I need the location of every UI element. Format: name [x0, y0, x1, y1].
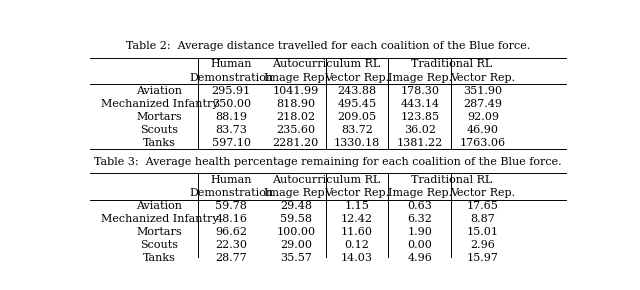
Text: Scouts: Scouts [140, 125, 179, 135]
Text: 295.91: 295.91 [212, 86, 251, 96]
Text: 495.45: 495.45 [337, 99, 376, 109]
Text: 17.65: 17.65 [467, 201, 499, 211]
Text: 243.88: 243.88 [337, 86, 376, 96]
Text: Mortars: Mortars [136, 227, 182, 237]
Text: Aviation: Aviation [136, 86, 182, 96]
Text: Vector Rep.: Vector Rep. [450, 73, 515, 83]
Text: 235.60: 235.60 [276, 125, 316, 135]
Text: Image Rep.: Image Rep. [388, 73, 452, 83]
Text: Human: Human [211, 175, 252, 185]
Text: 48.16: 48.16 [215, 214, 247, 224]
Text: Image Rep.: Image Rep. [264, 73, 328, 83]
Text: 123.85: 123.85 [400, 112, 439, 122]
Text: 46.90: 46.90 [467, 125, 499, 135]
Text: Traditional RL: Traditional RL [411, 175, 492, 185]
Text: 2.96: 2.96 [470, 240, 495, 250]
Text: 351.90: 351.90 [463, 86, 502, 96]
Text: 59.58: 59.58 [280, 214, 312, 224]
Text: 15.01: 15.01 [467, 227, 499, 237]
Text: 59.78: 59.78 [215, 201, 247, 211]
Text: Mechanized Infantry: Mechanized Infantry [100, 214, 218, 224]
Text: 350.00: 350.00 [212, 99, 251, 109]
Text: Mechanized Infantry: Mechanized Infantry [100, 99, 218, 109]
Text: 287.49: 287.49 [463, 99, 502, 109]
Text: Tanks: Tanks [143, 253, 176, 263]
Text: 96.62: 96.62 [215, 227, 247, 237]
Text: Image Rep.: Image Rep. [388, 188, 452, 198]
Text: Autocurriculum RL: Autocurriculum RL [272, 175, 380, 185]
Text: 4.96: 4.96 [407, 253, 432, 263]
Text: 15.97: 15.97 [467, 253, 499, 263]
Text: Image Rep.: Image Rep. [264, 188, 328, 198]
Text: 443.14: 443.14 [400, 99, 439, 109]
Text: 11.60: 11.60 [340, 227, 372, 237]
Text: Human: Human [211, 59, 252, 69]
Text: 22.30: 22.30 [215, 240, 247, 250]
Text: Aviation: Aviation [136, 201, 182, 211]
Text: 14.03: 14.03 [340, 253, 372, 263]
Text: Table 2:  Average distance travelled for each coalition of the Blue force.: Table 2: Average distance travelled for … [126, 41, 530, 52]
Text: 28.77: 28.77 [216, 253, 247, 263]
Text: Table 3:  Average health percentage remaining for each coalition of the Blue for: Table 3: Average health percentage remai… [94, 157, 562, 167]
Text: 1330.18: 1330.18 [333, 138, 380, 148]
Text: 88.19: 88.19 [215, 112, 247, 122]
Text: Mortars: Mortars [136, 112, 182, 122]
Text: 1.90: 1.90 [407, 227, 432, 237]
Text: 6.32: 6.32 [407, 214, 432, 224]
Text: Vector Rep.: Vector Rep. [324, 188, 389, 198]
Text: 12.42: 12.42 [340, 214, 372, 224]
Text: Traditional RL: Traditional RL [411, 59, 492, 69]
Text: Vector Rep.: Vector Rep. [324, 73, 389, 83]
Text: 92.09: 92.09 [467, 112, 499, 122]
Text: 1041.99: 1041.99 [273, 86, 319, 96]
Text: 29.48: 29.48 [280, 201, 312, 211]
Text: 0.63: 0.63 [407, 201, 432, 211]
Text: 8.87: 8.87 [470, 214, 495, 224]
Text: 29.00: 29.00 [280, 240, 312, 250]
Text: Vector Rep.: Vector Rep. [450, 188, 515, 198]
Text: Tanks: Tanks [143, 138, 176, 148]
Text: 2281.20: 2281.20 [273, 138, 319, 148]
Text: Demonstration: Demonstration [189, 73, 273, 83]
Text: Scouts: Scouts [140, 240, 179, 250]
Text: 1763.06: 1763.06 [460, 138, 506, 148]
Text: 100.00: 100.00 [276, 227, 316, 237]
Text: 36.02: 36.02 [404, 125, 436, 135]
Text: Demonstration: Demonstration [189, 188, 273, 198]
Text: 1.15: 1.15 [344, 201, 369, 211]
Text: 0.00: 0.00 [407, 240, 432, 250]
Text: 0.12: 0.12 [344, 240, 369, 250]
Text: 218.02: 218.02 [276, 112, 316, 122]
Text: 35.57: 35.57 [280, 253, 312, 263]
Text: Autocurriculum RL: Autocurriculum RL [272, 59, 380, 69]
Text: 83.72: 83.72 [341, 125, 372, 135]
Text: 83.73: 83.73 [215, 125, 247, 135]
Text: 1381.22: 1381.22 [397, 138, 443, 148]
Text: 178.30: 178.30 [400, 86, 439, 96]
Text: 209.05: 209.05 [337, 112, 376, 122]
Text: 597.10: 597.10 [212, 138, 251, 148]
Text: 818.90: 818.90 [276, 99, 316, 109]
